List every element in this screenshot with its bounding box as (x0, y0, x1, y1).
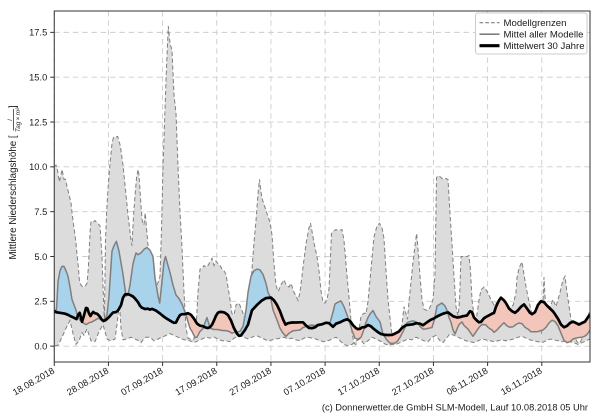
svg-text:15.0: 15.0 (29, 73, 47, 83)
svg-text:Modellgrenzen: Modellgrenzen (504, 18, 567, 29)
svg-text:7.5: 7.5 (34, 207, 47, 217)
svg-text:17.5: 17.5 (29, 28, 47, 38)
svg-text:Mittlere Niederschlagshöhe [: Mittlere Niederschlagshöhe [ (8, 135, 19, 259)
svg-text:Tag × m²: Tag × m² (15, 107, 22, 132)
svg-text:l: l (7, 119, 14, 121)
svg-text:]: ] (8, 105, 19, 108)
svg-text:Mittelwert 30 Jahre: Mittelwert 30 Jahre (504, 41, 585, 52)
svg-text:(c) Donnerwetter.de GmbH SLM-M: (c) Donnerwetter.de GmbH SLM-Modell, Lau… (322, 403, 588, 413)
svg-text:0.0: 0.0 (34, 341, 47, 351)
svg-text:Mittel aller Modelle: Mittel aller Modelle (504, 30, 584, 41)
svg-text:5.0: 5.0 (34, 252, 47, 262)
svg-text:10.0: 10.0 (29, 162, 47, 172)
svg-text:12.5: 12.5 (29, 117, 47, 127)
svg-text:2.5: 2.5 (34, 297, 47, 307)
